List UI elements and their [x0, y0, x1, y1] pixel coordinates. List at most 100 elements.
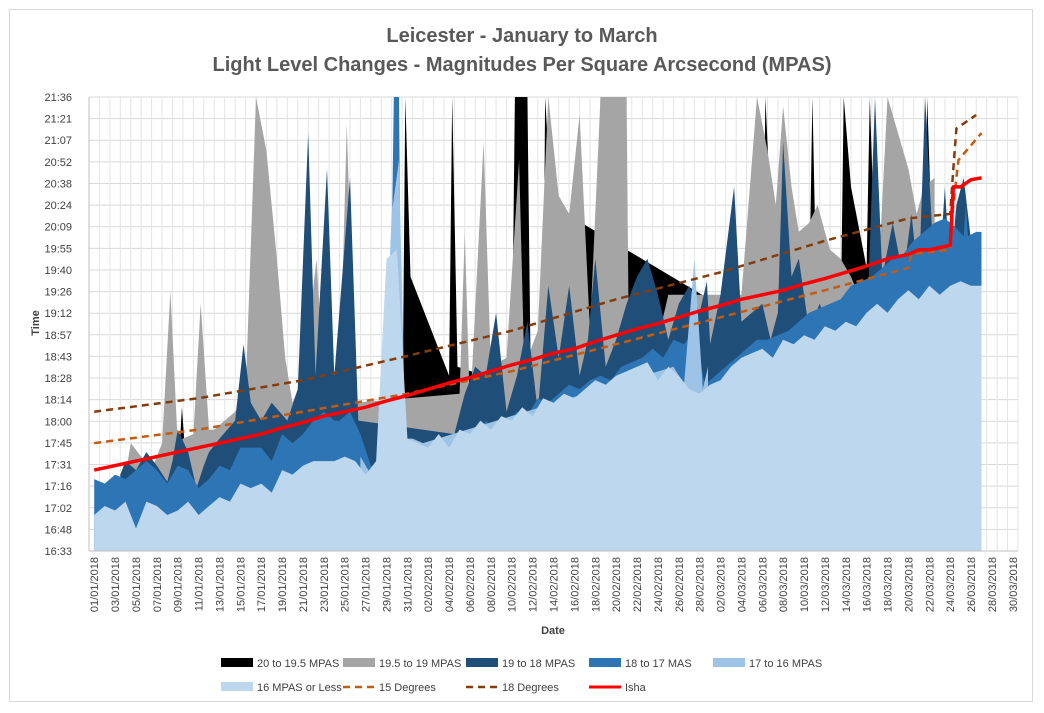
legend-item: 20 to 19.5 MPAS — [221, 658, 339, 670]
y-tick-label: 20:52 — [44, 157, 72, 169]
x-tick-label: 19/01/2018 — [277, 557, 289, 612]
line-18-degrees — [94, 113, 977, 413]
x-tick-label: 02/03/2018 — [716, 557, 728, 612]
x-tick-label: 03/01/2018 — [110, 557, 122, 612]
y-tick-label: 16:48 — [44, 524, 72, 536]
line-isha — [93, 176, 982, 472]
x-tick-label: 06/02/2018 — [465, 557, 477, 612]
axes — [88, 97, 1018, 552]
x-tick-label: 12/03/2018 — [820, 557, 832, 612]
x-tick-label: 13/01/2018 — [214, 557, 226, 612]
y-tick-label: 21:36 — [44, 92, 72, 104]
y-tick-label: 16:33 — [44, 546, 72, 558]
x-tick-label: 28/02/2018 — [695, 557, 707, 612]
x-tick-label: 15/01/2018 — [235, 557, 247, 612]
y-tick-label: 20:09 — [44, 222, 72, 234]
area-series — [94, 97, 982, 552]
x-tick-label: 20/03/2018 — [903, 557, 915, 612]
x-tick-label: 21/01/2018 — [298, 557, 310, 612]
x-tick-label: 25/01/2018 — [340, 557, 352, 612]
legend: 20 to 19.5 MPAS 19.5 to 19 MPAS 19 to 18 M… — [221, 658, 822, 694]
legend-swatch — [221, 658, 253, 667]
x-tick-label: 22/02/2018 — [632, 557, 644, 612]
x-tick-label: 14/02/2018 — [549, 557, 561, 612]
y-tick-label: 18:43 — [44, 351, 72, 363]
y-tick-label: 18:57 — [44, 330, 72, 342]
x-tick-label: 14/03/2018 — [841, 557, 853, 612]
y-tick-labels: 16:33 16:48 17:02 17:16 17:31 17:45 18:00 18:14… — [44, 92, 72, 558]
legend-label: 17 to 16 MPAS — [749, 658, 822, 670]
y-tick-label: 17:45 — [44, 438, 72, 450]
x-tick-label: 12/02/2018 — [528, 557, 540, 612]
y-tick-label: 20:38 — [44, 178, 72, 190]
x-tick-label: 22/03/2018 — [924, 557, 936, 612]
legend-item: 18 Degrees — [466, 682, 559, 694]
y-tick-label: 20:24 — [44, 200, 72, 212]
legend-label: 20 to 19.5 MPAS — [257, 658, 339, 670]
y-tick-label: 18:28 — [44, 373, 72, 385]
legend-swatch — [221, 682, 253, 691]
legend-item: 16 MPAS or Less — [221, 682, 342, 694]
x-tick-label: 02/02/2018 — [423, 557, 435, 612]
legend-label: 18 Degrees — [502, 682, 559, 694]
legend-item: 18 to 17 MAS — [589, 658, 692, 670]
legend-label: Isha — [625, 682, 647, 694]
x-tick-label: 01/01/2018 — [89, 557, 101, 612]
x-axis-label: Date — [541, 625, 565, 637]
x-tick-label: 04/03/2018 — [736, 557, 748, 612]
legend-label: 15 Degrees — [379, 682, 436, 694]
x-tick-label: 06/03/2018 — [757, 557, 769, 612]
y-tick-label: 21:21 — [44, 114, 72, 126]
y-tick-label: 19:26 — [44, 287, 72, 299]
x-tick-label: 08/02/2018 — [486, 557, 498, 612]
x-tick-label: 26/03/2018 — [966, 557, 978, 612]
x-tick-label: 07/01/2018 — [152, 557, 164, 612]
chart-subtitle: Light Level Changes - Magnitudes Per Squ… — [212, 54, 832, 76]
legend-swatch — [343, 658, 375, 667]
legend-item: 17 to 16 MPAS — [713, 658, 822, 670]
x-tick-label: 24/02/2018 — [653, 557, 665, 612]
legend-label: 18 to 17 MAS — [625, 658, 692, 670]
x-tick-label: 26/02/2018 — [674, 557, 686, 612]
x-tick-label: 16/03/2018 — [862, 557, 874, 612]
y-tick-label: 17:31 — [44, 460, 72, 472]
y-tick-label: 18:14 — [44, 395, 72, 407]
x-tick-label: 17/01/2018 — [256, 557, 268, 612]
x-tick-labels: 01/01/2018 03/01/2018 05/01/2018 07/01/2018… — [89, 557, 1020, 612]
y-axis-label: Time — [30, 310, 42, 335]
x-tick-label: 27/01/2018 — [361, 557, 373, 612]
x-tick-label: 16/02/2018 — [569, 557, 581, 612]
legend-label: 19.5 to 19 MPAS — [379, 658, 461, 670]
x-tick-label: 28/03/2018 — [987, 557, 999, 612]
x-tick-label: 10/03/2018 — [799, 557, 811, 612]
x-tick-label: 09/01/2018 — [173, 557, 185, 612]
x-tick-label: 10/02/2018 — [507, 557, 519, 612]
y-tick-label: 19:55 — [44, 243, 72, 255]
x-tick-label: 24/03/2018 — [945, 557, 957, 612]
x-tick-label: 30/03/2018 — [1008, 557, 1020, 612]
chart-frame — [9, 9, 1033, 702]
y-tick-label: 17:16 — [44, 481, 72, 493]
legend-item: 19.5 to 19 MPAS — [343, 658, 461, 670]
x-tick-label: 29/01/2018 — [381, 557, 393, 612]
x-tick-label: 23/01/2018 — [319, 557, 331, 612]
y-tick-label: 18:00 — [44, 416, 72, 428]
legend-swatch — [466, 658, 498, 667]
y-tick-label: 21:07 — [44, 135, 72, 147]
chart-title: Leicester - January to March — [386, 25, 658, 47]
x-tick-label: 18/03/2018 — [883, 557, 895, 612]
y-tick-label: 19:40 — [44, 265, 72, 277]
x-tick-label: 20/02/2018 — [611, 557, 623, 612]
x-tick-label: 31/01/2018 — [402, 557, 414, 612]
y-tick-label: 19:12 — [44, 308, 72, 320]
x-tick-label: 04/02/2018 — [444, 557, 456, 612]
legend-item: 19 to 18 MPAS — [466, 658, 575, 670]
x-tick-label: 18/02/2018 — [590, 557, 602, 612]
x-tick-label: 11/01/2018 — [194, 557, 206, 611]
legend-item: Isha — [589, 682, 647, 694]
legend-label: 16 MPAS or Less — [257, 682, 342, 694]
x-tick-label: 08/03/2018 — [778, 557, 790, 612]
legend-swatch — [589, 658, 621, 667]
line-series — [93, 113, 983, 472]
